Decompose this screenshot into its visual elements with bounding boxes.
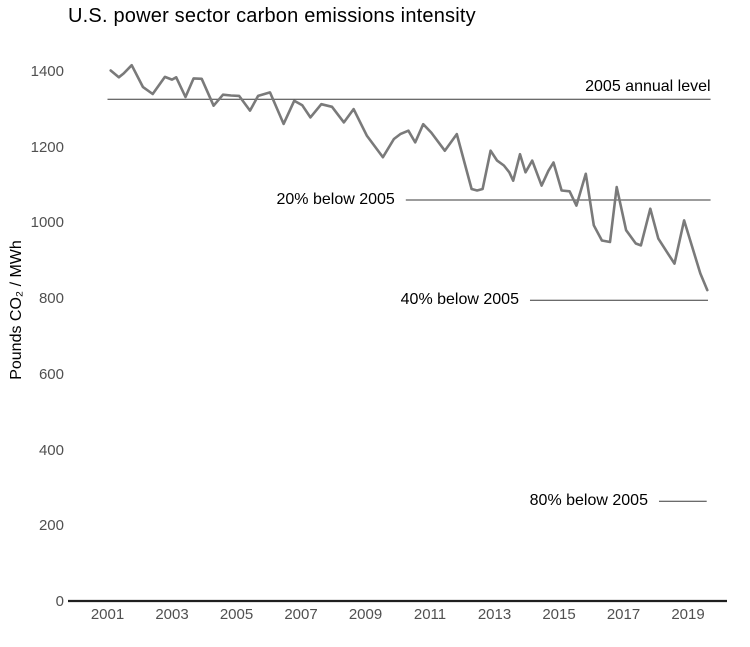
chart-title: U.S. power sector carbon emissions inten… <box>68 5 476 27</box>
y-tick-label: 600 <box>38 365 64 383</box>
x-tick-label: 2011 <box>413 606 447 623</box>
x-tick-label: 2017 <box>606 606 641 623</box>
x-tick-label: 2001 <box>90 606 125 623</box>
x-tick-label: 2005 <box>219 606 254 623</box>
x-tick-label: 2015 <box>542 606 576 623</box>
y-tick-label: 1000 <box>30 214 64 232</box>
ref-line-label-40pct-below-2005: 40% below 2005 <box>400 291 519 309</box>
x-tick-label: 2003 <box>155 606 189 623</box>
y-tick-label: 800 <box>38 290 64 308</box>
x-tick-label: 2007 <box>284 606 318 623</box>
y-tick-label: 1400 <box>30 63 64 80</box>
x-tick-label: 2019 <box>671 606 705 623</box>
y-tick-label: 400 <box>38 441 64 459</box>
x-tick-label: 2009 <box>348 606 383 623</box>
data-line-carbon-intensity <box>109 63 709 292</box>
y-tick-label: 200 <box>38 517 64 535</box>
ref-line-label-20pct-below-2005: 20% below 2005 <box>276 190 395 208</box>
x-tick-label: 2013 <box>477 606 512 623</box>
y-tick-label: 1200 <box>30 138 64 156</box>
y-tick-label: 0 <box>55 593 64 610</box>
ref-line-label-80pct-below-2005: 80% below 2005 <box>529 492 648 510</box>
ref-line-label-2005-annual-level: 2005 annual level <box>585 78 711 96</box>
